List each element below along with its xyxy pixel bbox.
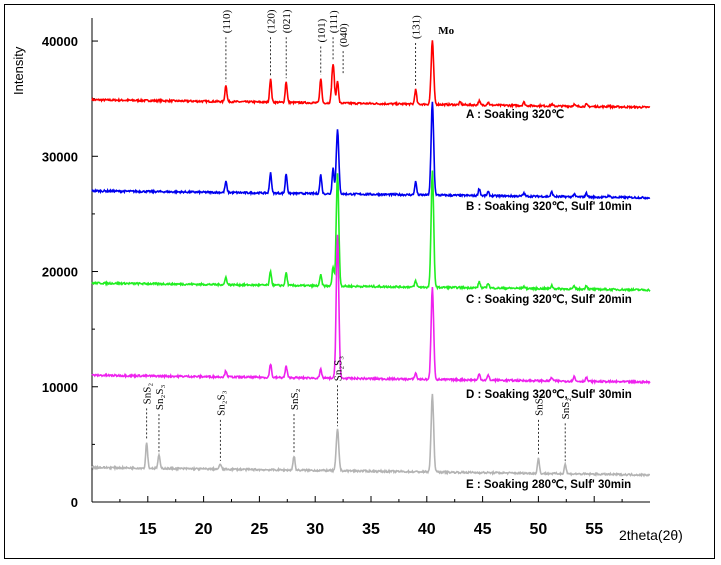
chart-axes: 0 10000 20000 30000 40000 15 20 25 30 35 40 45 50 55	[42, 18, 650, 538]
peak-annotation: Sn₂S₃	[154, 385, 166, 411]
peak-annotation: (101)	[316, 18, 328, 42]
series-line	[91, 170, 651, 293]
x-tick-label: 50	[530, 521, 548, 538]
x-tick-label: 55	[585, 521, 603, 538]
series-label: D : Soaking 320℃, Sulf' 30min	[466, 388, 632, 401]
plot-area: A : Soaking 320℃ B : Soaking 320℃, Sulf' …	[91, 40, 651, 491]
peak-annotation: Mo	[438, 25, 454, 37]
peak-annotation: (040)	[338, 23, 350, 47]
x-tick-label: 25	[251, 521, 269, 538]
peak-annotation: SnS₂	[289, 388, 301, 410]
peak-annotation: SnS₂	[560, 398, 572, 420]
series-line	[91, 101, 651, 201]
peak-annotation: (120)	[266, 9, 278, 33]
peak-annotation: (111)	[328, 10, 340, 33]
x-tick-label: 20	[195, 521, 213, 538]
x-tick-label: 15	[139, 521, 157, 538]
peak-annotations: (110) (120) (021) (101) (111)(040) (131) Mo SnS…	[142, 9, 572, 461]
series-label: E : Soaking 280℃, Sulf' 30min	[466, 478, 631, 491]
peak-annotation: (110)	[221, 10, 233, 34]
peak-annotation: SnS₂	[142, 383, 154, 405]
peak-annotation: (021)	[281, 9, 293, 33]
series-line	[91, 234, 651, 385]
series-line	[91, 393, 650, 478]
x-tick-label: 30	[306, 521, 324, 538]
x-axis-label: 2theta(2θ)	[619, 527, 683, 543]
peak-annotation: Sn₂S₃	[215, 390, 227, 416]
y-axis-label: Intensity	[11, 46, 26, 95]
x-tick-label: 35	[362, 521, 380, 538]
peak-annotation: Sn₂S₃	[333, 356, 345, 382]
series-label: A : Soaking 320℃	[466, 108, 564, 121]
peak-annotation: SnS₂	[533, 394, 545, 416]
y-tick-label: 0	[71, 495, 78, 510]
series-line	[91, 40, 651, 110]
peak-annotation: (131)	[411, 15, 423, 39]
y-tick-label: 20000	[42, 265, 78, 280]
y-tick-label: 40000	[42, 34, 78, 49]
series-label: B : Soaking 320℃, Sulf' 10min	[466, 200, 632, 213]
series-label: C : Soaking 320℃, Sulf' 20min	[466, 293, 632, 306]
y-tick-label: 10000	[42, 380, 78, 395]
x-tick-label: 45	[474, 521, 492, 538]
x-tick-label: 40	[418, 521, 436, 538]
y-tick-label: 30000	[42, 149, 78, 164]
